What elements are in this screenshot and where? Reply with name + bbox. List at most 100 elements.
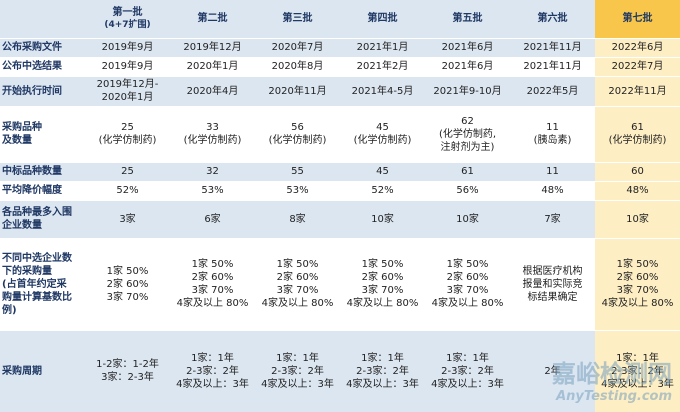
cell: 2019年9月 xyxy=(85,57,170,77)
cell: 60 xyxy=(595,162,680,182)
cell: 48% xyxy=(510,181,595,201)
cell: 61 xyxy=(425,162,510,182)
header-row: 第一批 (4+7扩围) 第二批 第三批 第四批 第五批 第六批 第七批 xyxy=(0,0,680,39)
row-label: 公布中选结果 xyxy=(0,57,85,77)
cell: 11 (胰岛素) xyxy=(510,106,595,163)
cell: 1家：1年 2-3家：2年 4家及以上：3年 xyxy=(340,330,425,412)
column-name: 第四批 xyxy=(367,13,398,25)
cell: 45 (化学仿制药) xyxy=(340,106,425,163)
cell: 2021年9-10月 xyxy=(425,76,510,107)
table-row: 各品种最多入围 企业数量 3家 6家 8家 10家 10家 7家 10家 xyxy=(0,200,680,239)
row-label: 不同中选企业数 下的采购量 (占首年约定采 购量计算基数比 例) xyxy=(0,238,85,331)
column-name: 第五批 xyxy=(452,13,483,25)
cell: 2020年8月 xyxy=(255,57,340,77)
watermark: 嘉峪检测网 AnyTesting.com xyxy=(552,354,672,404)
column-header: 第七批 xyxy=(595,0,680,39)
row-label: 平均降价幅度 xyxy=(0,181,85,201)
cell: 10家 xyxy=(340,200,425,239)
watermark-subtitle: AnyTesting.com xyxy=(556,389,672,404)
cell: 1家 50% 2家 60% 3家 70% 4家及以上 80% xyxy=(340,238,425,331)
row-label: 公布采购文件 xyxy=(0,38,85,58)
cell: 1家 50% 2家 60% 3家 70% 4家及以上 80% xyxy=(595,238,680,331)
cell: 1家 50% 2家 60% 3家 70% 4家及以上 80% xyxy=(425,238,510,331)
cell: 56 (化学仿制药) xyxy=(255,106,340,163)
cell: 55 xyxy=(255,162,340,182)
cell: 1家：1年 2-3家：2年 4家及以上：3年 xyxy=(170,330,255,412)
column-header: 第五批 xyxy=(425,0,510,39)
column-header: 第四批 xyxy=(340,0,425,39)
table-row: 采购周期 1-2家：1-2年 3家：2-3年 1家：1年 2-3家：2年 4家及以上… xyxy=(0,330,680,412)
table-row: 不同中选企业数 下的采购量 (占首年约定采 购量计算基数比 例) 1家 50% 2… xyxy=(0,238,680,331)
row-label: 各品种最多入围 企业数量 xyxy=(0,200,85,239)
table-row: 采购品种 及数量 25 (化学仿制药) 33 (化学仿制药) 56 (化学仿制药) 45… xyxy=(0,106,680,163)
row-label: 采购品种 及数量 xyxy=(0,106,85,163)
cell: 2021年1月 xyxy=(340,38,425,58)
cell: 2021年11月 xyxy=(510,57,595,77)
column-name: 第六批 xyxy=(537,13,568,25)
cell: 25 (化学仿制药) xyxy=(85,106,170,163)
cell: 10家 xyxy=(595,200,680,239)
watermark-title: 嘉峪检测网 xyxy=(552,360,672,388)
cell: 33 (化学仿制药) xyxy=(170,106,255,163)
cell: 3家 xyxy=(85,200,170,239)
cell: 2021年11月 xyxy=(510,38,595,58)
cell: 1家：1年 2-3家：2年 4家及以上：3年 xyxy=(425,330,510,412)
table-row: 公布中选结果 2019年9月 2020年1月 2020年8月 2021年2月 2021年6… xyxy=(0,57,680,77)
cell: 11 xyxy=(510,162,595,182)
table-row: 开始执行时间 2019年12月- 2020年1月 2020年4月 2020年11月 20… xyxy=(0,76,680,107)
cell: 53% xyxy=(170,181,255,201)
cell: 6家 xyxy=(170,200,255,239)
table-row: 平均降价幅度 52% 53% 53% 52% 56% 48% 48% xyxy=(0,181,680,201)
cell: 1家：1年 2-3家：2年 4家及以上：3年 xyxy=(595,330,680,412)
row-label: 采购周期 xyxy=(0,330,85,412)
column-header: 第三批 xyxy=(255,0,340,39)
cell: 53% xyxy=(255,181,340,201)
cell: 32 xyxy=(170,162,255,182)
cell: 2019年12月- 2020年1月 xyxy=(85,76,170,107)
cell: 1家 50% 2家 60% 3家 70% xyxy=(85,238,170,331)
column-name: 第七批 xyxy=(622,13,653,25)
column-header: 第一批 (4+7扩围) xyxy=(85,0,170,39)
cell: 2021年6月 xyxy=(425,38,510,58)
cell: 1家：1年 2-3家：2年 4家及以上：3年 xyxy=(255,330,340,412)
cell: 8家 xyxy=(255,200,340,239)
cell: 根据医疗机构 报量和实际竞 标结果确定 xyxy=(510,238,595,331)
column-name: 第二批 xyxy=(197,13,228,25)
cell: 2022年7月 xyxy=(595,57,680,77)
cell: 1家 50% 2家 60% 3家 70% 4家及以上 80% xyxy=(255,238,340,331)
cell: 2021年4-5月 xyxy=(340,76,425,107)
column-header: 第六批 xyxy=(510,0,595,39)
cell: 2年 xyxy=(510,330,595,412)
row-label: 中标品种数量 xyxy=(0,162,85,182)
cell: 2022年11月 xyxy=(595,76,680,107)
cell: 10家 xyxy=(425,200,510,239)
table-row: 公布采购文件 2019年9月 2019年12月 2020年7月 2021年1月 2021年… xyxy=(0,38,680,58)
cell: 25 xyxy=(85,162,170,182)
cell: 2021年6月 xyxy=(425,57,510,77)
cell: 52% xyxy=(85,181,170,201)
column-note: (4+7扩围) xyxy=(104,19,151,30)
cell: 45 xyxy=(340,162,425,182)
table-row: 中标品种数量 25 32 55 45 61 11 60 xyxy=(0,162,680,182)
corner-cell xyxy=(0,0,85,39)
cell: 56% xyxy=(425,181,510,201)
cell: 61 (化学仿制药) xyxy=(595,106,680,163)
cell: 2021年2月 xyxy=(340,57,425,77)
cell: 2019年12月 xyxy=(170,38,255,58)
cell: 52% xyxy=(340,181,425,201)
column-name: 第三批 xyxy=(282,13,313,25)
column-name: 第一批 xyxy=(112,6,143,18)
cell: 2020年1月 xyxy=(170,57,255,77)
cell: 7家 xyxy=(510,200,595,239)
cell: 48% xyxy=(595,181,680,201)
cell: 2020年11月 xyxy=(255,76,340,107)
cell: 2020年7月 xyxy=(255,38,340,58)
cell: 2020年4月 xyxy=(170,76,255,107)
cell: 2022年6月 xyxy=(595,38,680,58)
cell: 2022年5月 xyxy=(510,76,595,107)
cell: 1-2家：1-2年 3家：2-3年 xyxy=(85,330,170,412)
cell: 62 (化学仿制药, 注射剂为主) xyxy=(425,106,510,163)
cell: 2019年9月 xyxy=(85,38,170,58)
